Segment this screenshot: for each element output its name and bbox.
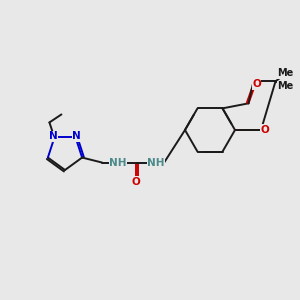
Text: N: N: [72, 131, 81, 141]
Text: Me: Me: [278, 81, 294, 91]
Text: NH: NH: [147, 158, 165, 168]
Text: N: N: [49, 131, 58, 141]
Text: O: O: [252, 79, 261, 89]
Text: Me: Me: [278, 68, 294, 78]
Text: O: O: [132, 177, 140, 187]
Text: O: O: [261, 125, 269, 135]
Text: NH: NH: [110, 158, 127, 168]
